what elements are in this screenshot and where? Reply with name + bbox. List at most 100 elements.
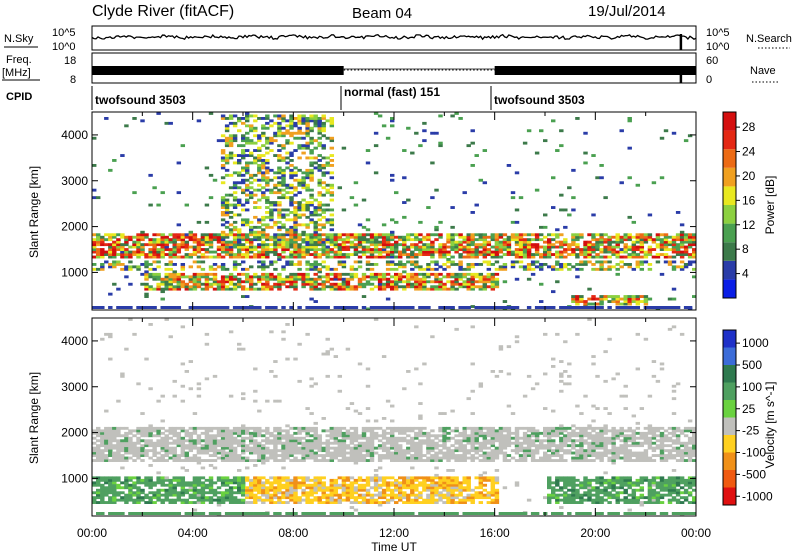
heatmap-cell xyxy=(281,146,286,150)
heatmap-cell xyxy=(160,240,165,244)
heatmap-cell xyxy=(228,134,234,138)
heatmap-cell xyxy=(406,245,411,249)
heatmap-cell xyxy=(289,131,294,135)
heatmap-cell xyxy=(418,456,423,460)
heatmap-cell xyxy=(245,223,250,227)
heatmap-cell xyxy=(92,306,97,309)
heatmap-cell xyxy=(253,446,258,450)
heatmap-cell xyxy=(196,488,202,492)
heatmap-cell xyxy=(232,220,238,224)
heatmap-cell xyxy=(663,240,669,244)
heatmap-cell xyxy=(635,265,641,269)
heatmap-cell xyxy=(494,235,500,239)
heatmap-cell xyxy=(164,248,169,251)
heatmap-cell xyxy=(305,126,310,130)
heatmap-cell xyxy=(446,306,451,309)
nave-label: Nave xyxy=(750,65,776,77)
heatmap-cell xyxy=(402,253,407,256)
heatmap-cell xyxy=(112,491,117,495)
heatmap-cell xyxy=(313,272,318,276)
heatmap-cell xyxy=(172,478,177,482)
heatmap-cell xyxy=(228,491,234,495)
heatmap-cell xyxy=(671,287,677,291)
heatmap-cell xyxy=(224,203,230,207)
heatmap-cell xyxy=(526,238,532,242)
heatmap-cell xyxy=(398,496,403,500)
heatmap-cell xyxy=(353,243,359,247)
heatmap-cell xyxy=(212,446,218,450)
heatmap-cell xyxy=(277,176,282,180)
heatmap-cell xyxy=(224,426,230,430)
heatmap-cell xyxy=(224,235,230,239)
heatmap-cell xyxy=(353,478,359,482)
heatmap-cell xyxy=(281,493,286,497)
heatmap-cell xyxy=(164,436,169,440)
heatmap-cell xyxy=(257,441,262,445)
heatmap-cell xyxy=(317,306,322,309)
heatmap-cell xyxy=(192,488,198,492)
heatmap-cell xyxy=(365,444,371,448)
heatmap-cell xyxy=(337,449,343,453)
heatmap-cell xyxy=(446,240,451,244)
heatmap-cell xyxy=(595,233,600,237)
heatmap-cell xyxy=(381,248,387,251)
heatmap-cell xyxy=(635,255,641,259)
heatmap-cell xyxy=(506,248,512,251)
heatmap-cell xyxy=(683,233,689,237)
heatmap-cell xyxy=(261,275,266,279)
heatmap-cell xyxy=(224,154,230,157)
heatmap-cell xyxy=(325,352,330,356)
heatmap-cell xyxy=(373,248,379,251)
heatmap-cell xyxy=(124,124,129,128)
heatmap-cell xyxy=(305,171,310,175)
heatmap-cell xyxy=(172,451,177,455)
heatmap-cell xyxy=(390,426,395,430)
heatmap-cell xyxy=(120,243,125,247)
heatmap-cell xyxy=(333,277,339,281)
heatmap-cell xyxy=(289,114,294,118)
heatmap-cell xyxy=(454,454,459,457)
heatmap-cell xyxy=(228,449,234,453)
heatmap-cell xyxy=(361,501,367,504)
heatmap-cell xyxy=(667,235,673,239)
heatmap-cell xyxy=(462,456,467,460)
heatmap-cell xyxy=(325,449,330,453)
heatmap-cell xyxy=(414,456,419,460)
heatmap-cell xyxy=(381,446,387,450)
heatmap-cell xyxy=(257,253,262,256)
heatmap-cell xyxy=(289,454,294,457)
heatmap-cell xyxy=(313,223,318,227)
heatmap-cell xyxy=(454,233,459,237)
heatmap-cell xyxy=(232,213,238,217)
heatmap-cell xyxy=(160,191,165,195)
heatmap-cell xyxy=(164,280,169,284)
heatmap-cell xyxy=(293,245,298,249)
heatmap-cell xyxy=(245,171,250,175)
heatmap-cell xyxy=(679,260,685,264)
heatmap-cell xyxy=(687,253,693,256)
heatmap-cell xyxy=(152,491,157,495)
heatmap-cell xyxy=(494,280,500,284)
heatmap-cell xyxy=(591,295,596,298)
heatmap-cell xyxy=(603,238,608,242)
heatmap-cell xyxy=(212,493,218,497)
heatmap-cell xyxy=(152,306,157,309)
heatmap-cell xyxy=(293,253,298,256)
heatmap-cell xyxy=(168,260,173,264)
heatmap-cell xyxy=(321,280,326,284)
heatmap-cell xyxy=(285,255,290,259)
heatmap-cell xyxy=(603,295,608,298)
heatmap-cell xyxy=(180,399,186,403)
heatmap-cell xyxy=(184,451,190,455)
heatmap-cell xyxy=(176,491,182,495)
heatmap-cell xyxy=(426,248,431,251)
freq-tick-bottom: 8 xyxy=(70,74,76,86)
heatmap-cell xyxy=(289,277,294,281)
heatmap-cell xyxy=(261,483,266,487)
heatmap-cell xyxy=(494,255,500,259)
heatmap-cell xyxy=(148,243,153,247)
heatmap-cell xyxy=(579,263,584,266)
heatmap-cell xyxy=(241,441,246,445)
heatmap-cell xyxy=(337,287,343,291)
heatmap-cell xyxy=(394,250,399,254)
